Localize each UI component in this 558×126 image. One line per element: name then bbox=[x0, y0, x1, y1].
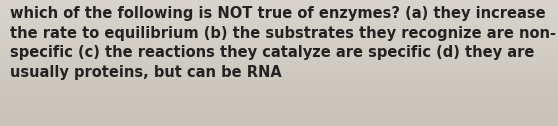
Text: which of the following is NOT true of enzymes? (a) they increase
the rate to equ: which of the following is NOT true of en… bbox=[10, 6, 556, 80]
